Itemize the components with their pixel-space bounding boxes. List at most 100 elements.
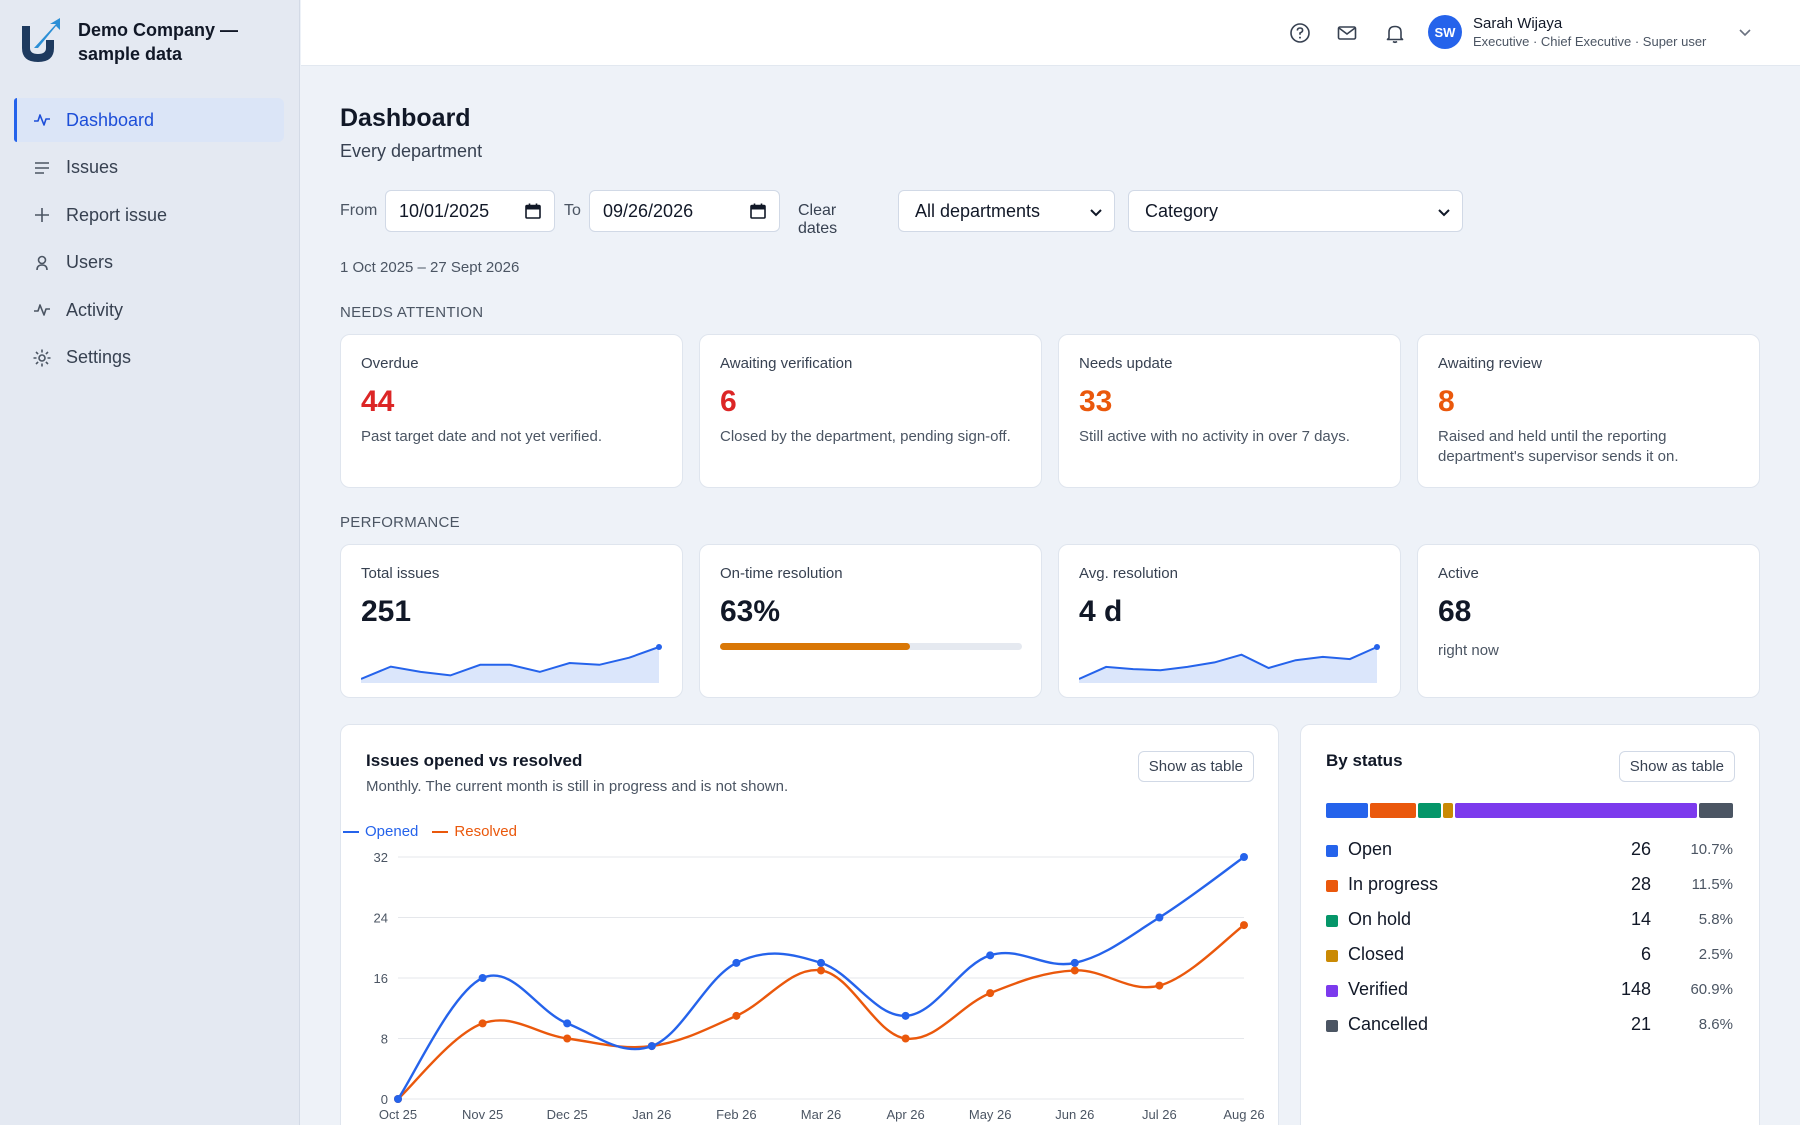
y-tick-label: 32 [374,850,388,865]
show-as-table-button[interactable]: Show as table [1137,751,1254,782]
total-issues-card[interactable]: Total issues 251 [340,544,683,698]
avg-resolution-card[interactable]: Avg. resolution 4 d [1058,544,1401,698]
active-card[interactable]: Active 68 right now [1417,544,1760,698]
user-icon [32,253,52,273]
data-point-opened[interactable] [1070,958,1079,967]
brand[interactable]: Demo Company — sample data [18,18,258,66]
help-icon[interactable] [1288,21,1312,45]
status-count: 14 [1630,909,1651,929]
sidebar-item-settings[interactable]: Settings [14,336,284,380]
chevron-down-icon [1090,209,1102,217]
clear-dates-button[interactable]: Clear dates [798,202,838,237]
data-point-opened[interactable] [394,1095,402,1103]
from-date-value: 10/01/2025 [399,200,490,221]
data-point-opened[interactable] [817,958,825,967]
data-point-resolved[interactable] [1070,966,1079,975]
mail-icon[interactable] [1335,21,1359,45]
data-point-opened[interactable] [1155,913,1164,922]
status-row[interactable]: Verified 148 60.9% [1326,976,1733,1011]
user-name[interactable]: Sarah Wijaya [1473,15,1563,32]
data-point-resolved[interactable] [478,1019,487,1028]
sidebar-item-issues[interactable]: Issues [14,146,284,190]
panel-subtitle: Monthly. The current month is still in p… [366,778,789,795]
on-time-progress-bar [720,643,1022,650]
bell-icon[interactable] [1383,21,1407,45]
status-name: In progress [1348,874,1439,894]
chevron-down-icon[interactable] [1735,22,1755,42]
x-tick-label: Jul 26 [1142,1107,1177,1122]
legend-item-resolved[interactable]: Resolved [432,823,517,840]
chevron-down-icon [1438,209,1450,217]
data-point-resolved[interactable] [1240,921,1248,930]
to-date-input[interactable]: 09/26/2026 [589,190,780,232]
data-point-opened[interactable] [1240,853,1248,861]
sidebar-item-report-issue[interactable]: Report issue [14,193,284,237]
data-point-resolved[interactable] [901,1034,910,1043]
x-tick-label: Mar 26 [801,1107,841,1122]
data-point-resolved[interactable] [563,1034,572,1043]
calendar-icon[interactable] [524,202,542,220]
awaiting-review-card[interactable]: Awaiting review 8 Raised and held until … [1417,334,1760,488]
awaiting-verification-card[interactable]: Awaiting verification 6 Closed by the de… [699,334,1042,488]
x-tick-label: May 26 [969,1107,1012,1122]
x-tick-label: Apr 26 [886,1107,924,1122]
data-point-resolved[interactable] [986,989,995,998]
data-point-opened[interactable] [563,1019,572,1028]
status-name: Verified [1348,979,1409,999]
company-name: Demo Company — sample data [78,20,239,64]
status-stacked-bar [1326,803,1733,818]
data-point-opened[interactable] [732,958,741,967]
to-label: To [564,202,581,219]
card-label: Needs update [1079,355,1173,372]
x-tick-label: Dec 25 [547,1107,588,1122]
sidebar-item-dashboard[interactable]: Dashboard [14,98,284,142]
x-tick-label: Jun 26 [1055,1107,1094,1122]
x-tick-label: Aug 26 [1223,1107,1264,1122]
from-date-input[interactable]: 10/01/2025 [385,190,555,232]
status-row[interactable]: Closed 6 2.5% [1326,941,1733,976]
legend-item-opened[interactable]: Opened [343,823,418,840]
show-as-table-button[interactable]: Show as table [1618,751,1735,782]
overdue-card[interactable]: Overdue 44 Past target date and not yet … [340,334,683,488]
status-row[interactable]: On hold 14 5.8% [1326,906,1733,941]
data-point-opened[interactable] [647,1042,656,1051]
plus-icon [32,205,52,225]
sidebar-item-users[interactable]: Users [14,241,284,285]
needs-update-card[interactable]: Needs update 33 Still active with no act… [1058,334,1401,488]
sidebar-item-activity[interactable]: Activity [14,288,284,332]
data-point-opened[interactable] [986,951,995,960]
status-swatch [1326,1020,1338,1032]
status-percent: 5.8% [1698,911,1733,928]
y-tick-label: 24 [374,911,388,926]
status-row[interactable]: Cancelled 21 8.6% [1326,1011,1733,1046]
status-row[interactable]: Open 26 10.7% [1326,836,1733,871]
card-label: Overdue [361,355,419,372]
legend-label: Opened [365,823,419,840]
user-role: Executive · Chief Executive · Super user [1473,34,1707,49]
category-select[interactable]: Category [1128,190,1463,232]
status-swatch [1326,845,1338,857]
card-value: 4 d [1079,595,1123,628]
status-swatch [1326,950,1338,962]
avatar[interactable]: SW [1428,15,1462,49]
status-name: On hold [1348,909,1412,929]
data-point-opened[interactable] [901,1011,910,1020]
status-count: 28 [1630,874,1651,894]
sparkline-line [1079,646,1378,680]
on-time-resolution-card[interactable]: On-time resolution 63% [699,544,1042,698]
department-select[interactable]: All departments [898,190,1115,232]
data-point-opened[interactable] [478,974,487,982]
status-percent: 60.9% [1690,981,1733,998]
sidebar-item-label: Issues [66,157,119,177]
calendar-icon[interactable] [749,202,767,220]
card-label: Avg. resolution [1079,565,1178,582]
gear-icon [32,348,52,368]
status-row[interactable]: In progress 28 11.5% [1326,871,1733,906]
card-value: 44 [361,385,395,418]
card-value: 68 [1438,595,1472,628]
top-header: SW Sarah Wijaya Executive · Chief Execut… [301,0,1800,66]
data-point-resolved[interactable] [1155,981,1164,990]
x-tick-label: Nov 25 [462,1107,503,1122]
data-point-resolved[interactable] [817,966,825,975]
data-point-resolved[interactable] [732,1011,741,1020]
